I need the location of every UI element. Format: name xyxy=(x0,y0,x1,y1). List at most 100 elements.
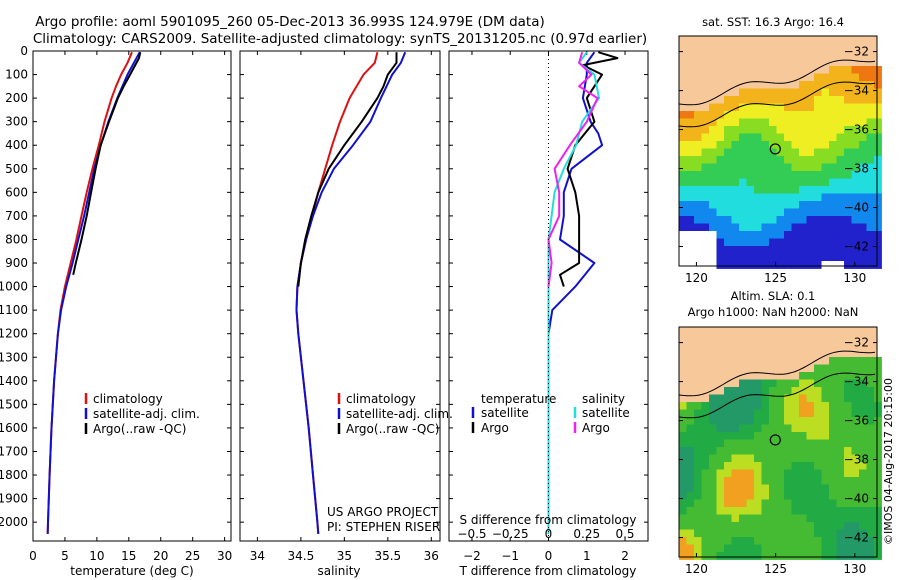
map-cell xyxy=(694,529,702,538)
map-cell xyxy=(731,178,740,187)
map-cell xyxy=(701,216,710,224)
map-cell xyxy=(821,141,830,149)
map-cell xyxy=(821,462,830,470)
map-cell xyxy=(791,514,800,523)
map-cell xyxy=(859,484,867,493)
map-cell xyxy=(851,544,860,553)
map-cell xyxy=(799,439,807,448)
map-cell xyxy=(754,96,762,104)
map-cell xyxy=(776,417,785,425)
map-cell xyxy=(709,537,717,545)
map-cell xyxy=(731,133,740,142)
map-cell xyxy=(694,216,702,224)
map-cell xyxy=(814,208,822,217)
map-cell xyxy=(836,223,845,232)
map-cell xyxy=(701,223,710,232)
map-cell xyxy=(851,537,860,545)
map-cell xyxy=(694,424,702,433)
map-cell xyxy=(866,163,875,172)
map-cell xyxy=(739,462,747,470)
map-cell xyxy=(776,208,785,217)
map-cell xyxy=(829,238,837,247)
map-cell xyxy=(746,88,755,97)
depth-tick-label: 1100 xyxy=(0,303,28,317)
map-cell xyxy=(686,193,695,202)
map-cell xyxy=(686,432,695,440)
map-cell xyxy=(814,238,822,247)
map-cell xyxy=(866,208,875,217)
map-cell xyxy=(686,126,695,134)
map-cell xyxy=(829,148,837,157)
map-cell xyxy=(724,193,732,202)
map-cell xyxy=(806,537,815,545)
map-cell xyxy=(866,133,875,142)
map-cell xyxy=(806,394,815,403)
map-cell xyxy=(724,133,732,142)
map-cell xyxy=(836,73,845,82)
x-tick-label: 2 xyxy=(621,549,629,563)
map-cell xyxy=(866,156,875,164)
map-cell xyxy=(859,238,867,247)
map-cell xyxy=(679,514,687,523)
map-cell xyxy=(694,417,702,425)
map-cell xyxy=(746,201,755,209)
series-line-2 xyxy=(46,51,141,534)
map-cell xyxy=(806,231,815,239)
map-cell xyxy=(791,447,800,455)
map-cell xyxy=(694,208,702,217)
map-cell xyxy=(791,432,800,440)
map-cell xyxy=(859,246,867,254)
legend-argo-label: Argo(..raw -QC) xyxy=(93,422,186,436)
map-cell xyxy=(776,238,785,247)
x-tick-label: 5 xyxy=(61,549,69,563)
map-cell xyxy=(851,178,860,187)
map-cell xyxy=(844,88,852,97)
map-cell xyxy=(844,141,852,149)
map-cell xyxy=(694,462,702,470)
map-cell xyxy=(761,507,770,515)
map-cell xyxy=(776,193,785,202)
x-tick-label: 25 xyxy=(185,549,200,563)
map-cell xyxy=(791,439,800,448)
map-cell xyxy=(724,118,732,127)
map-cell xyxy=(716,552,725,560)
map-cell xyxy=(746,231,755,239)
map-cell xyxy=(776,529,785,538)
map-cell xyxy=(769,201,777,209)
map-cell xyxy=(784,544,792,553)
map-cell xyxy=(859,402,867,410)
map-cell xyxy=(821,96,830,104)
map-cell xyxy=(694,522,702,530)
map-cell xyxy=(821,394,830,403)
map-cell xyxy=(821,522,830,530)
map-cell xyxy=(829,133,837,142)
map-cell xyxy=(836,477,845,485)
map-cell xyxy=(806,514,815,523)
map-cell xyxy=(769,424,777,433)
map-cell xyxy=(761,492,770,500)
map-cell xyxy=(859,208,867,217)
map-cell xyxy=(746,417,755,425)
map-cell xyxy=(814,231,822,239)
map-cell xyxy=(836,253,845,262)
map-cell xyxy=(776,246,785,254)
map-cell xyxy=(844,424,852,433)
map-cell xyxy=(754,253,762,262)
map-cell xyxy=(851,492,860,500)
map-cell xyxy=(859,439,867,448)
map-cell xyxy=(806,432,815,440)
map-cell xyxy=(821,454,830,463)
map-cell xyxy=(769,447,777,455)
map-cell xyxy=(844,261,852,269)
map-cell xyxy=(859,357,867,365)
map-cell xyxy=(746,409,755,418)
map-cell xyxy=(844,103,852,112)
map-cell xyxy=(724,469,732,478)
map-cell xyxy=(739,522,747,530)
map-cell xyxy=(746,402,755,410)
map-cell xyxy=(859,133,867,142)
s-tick-label: −0.25 xyxy=(492,527,529,541)
salinity-legend: climatology satellite-adj. clim. Argo(..… xyxy=(327,392,453,534)
map-cell xyxy=(799,447,807,455)
map-cell xyxy=(821,424,830,433)
